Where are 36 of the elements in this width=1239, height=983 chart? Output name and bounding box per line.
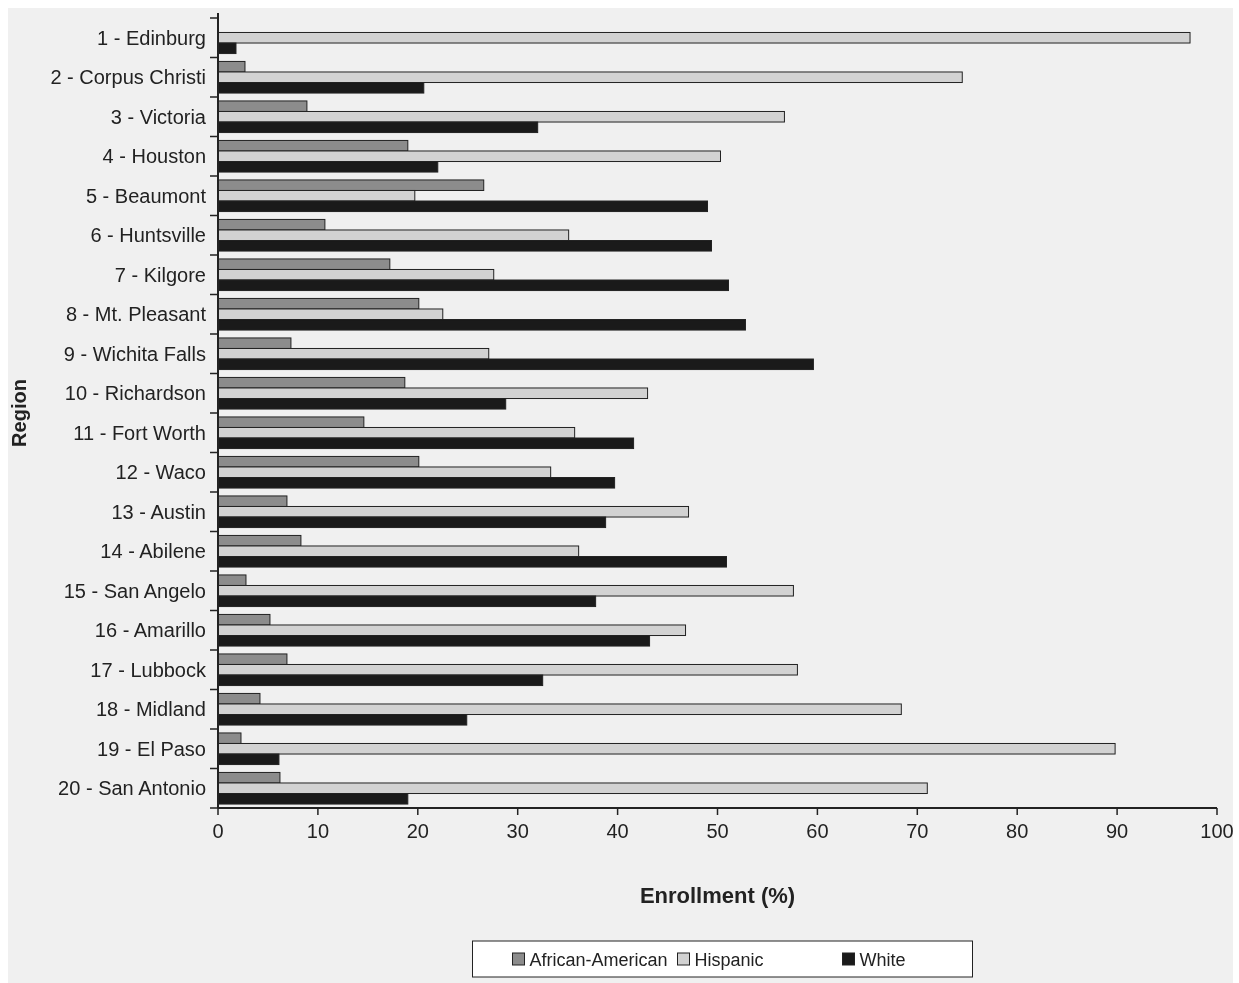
x-tick-label: 30 [506,820,529,842]
x-tick-label: 80 [1006,820,1029,842]
y-tick-label: 11 - Fort Worth [73,421,206,444]
x-tick-label: 70 [906,820,929,842]
y-tick-label: 1 - Edinburg [97,26,206,49]
legend-label: White [859,950,906,970]
x-axis-title: Enrollment (%) [639,883,796,908]
y-tick-label: 3 - Victoria [110,105,207,128]
x-tick-label: 0 [212,820,224,842]
y-tick-label: 18 - Midland [95,698,206,721]
x-tick-label: 10 [306,820,330,842]
y-tick-label: 4 - Houston [102,145,206,168]
x-tick-label: 20 [406,820,429,842]
x-tick-label: 40 [606,820,629,842]
y-tick-label: 5 - Beaumont [85,184,207,207]
y-tick-label: 12 - Waco [115,461,206,484]
y-tick-label: 16 - Amarillo [94,619,206,642]
y-tick-label: 15 - San Angelo [63,579,206,602]
y-tick-label: 13 - Austin [111,500,206,523]
y-axis-title: Region [8,379,30,447]
y-tick-label: 20 - San Antonio [58,777,206,800]
y-tick-label: 10 - Richardson [64,382,206,405]
y-tick-label: 9 - Wichita Falls [63,342,206,365]
y-tick-label: 8 - Mt. Pleasant [65,303,207,326]
x-tick-label: 100 [1200,820,1234,842]
y-tick-label: 14 - Abilene [100,540,206,563]
y-tick-label: 6 - Huntsville [90,224,206,247]
y-tick-label: 7 - Kilgore [114,263,206,286]
y-tick-label: 17 - Lubbock [90,658,207,681]
x-tick-label: 90 [1105,820,1129,842]
y-tick-label: 2 - Corpus Christi [50,66,206,89]
x-tick-label: 50 [706,820,729,842]
y-tick-label: 19 - El Paso [97,737,206,760]
legend-label: African-American [529,950,668,970]
x-tick-label: 60 [806,820,829,842]
legend-label: Hispanic [694,950,764,970]
